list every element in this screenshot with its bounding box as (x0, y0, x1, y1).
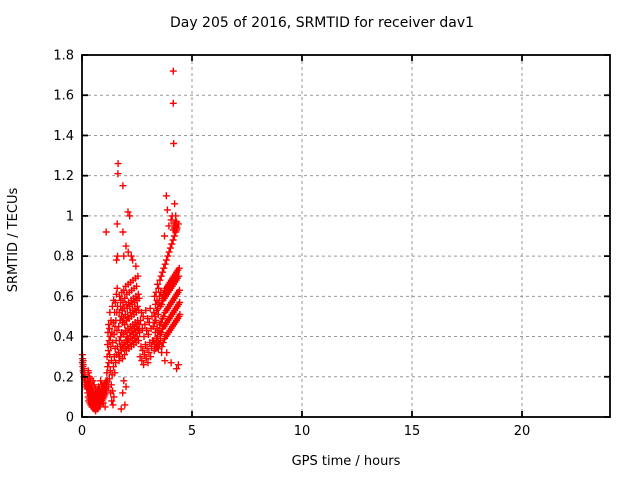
y-tick-label: 1.2 (53, 169, 74, 184)
y-tick-label: 0.2 (53, 370, 74, 385)
y-tick-label: 1.4 (53, 129, 74, 144)
y-tick-label: 1 (66, 209, 74, 224)
plot-border (81, 54, 611, 418)
y-axis-label: SRMTID / TECUs (6, 188, 21, 293)
x-tick-label: 10 (294, 424, 311, 439)
y-tick-label: 1.6 (53, 89, 74, 104)
axis-tick-labels: 0 5 10 15 20 0 0.2 0.4 0.6 0.8 1 1.2 1.4 1.6 1.8 (53, 49, 530, 440)
y-tick-label: 0.8 (53, 250, 74, 265)
y-tick-label: 0 (66, 411, 74, 426)
grid-lines (82, 55, 610, 417)
y-tick-label: 0.4 (53, 330, 74, 345)
x-tick-label: 5 (188, 424, 196, 439)
y-tick-label: 1.8 (53, 49, 74, 64)
x-tick-label: 0 (78, 424, 86, 439)
y-tick-label: 0.6 (53, 290, 74, 305)
x-axis-label: GPS time / hours (292, 454, 401, 469)
chart-title: Day 205 of 2016, SRMTID for receiver dav… (170, 15, 474, 31)
x-tick-label: 20 (514, 424, 531, 439)
x-tick-label: 15 (404, 424, 421, 439)
axis-ticks (81, 54, 610, 418)
